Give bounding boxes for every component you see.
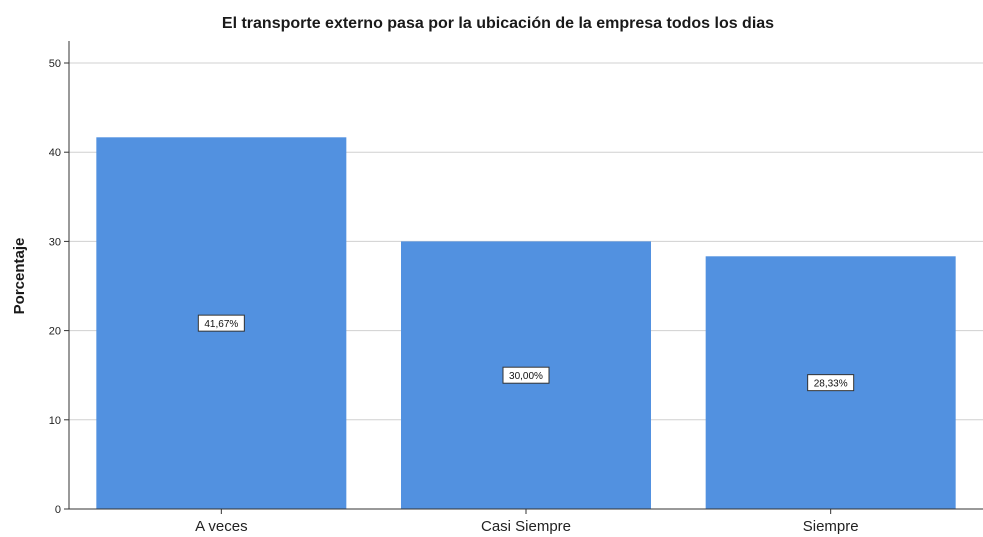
data-label-box — [807, 374, 855, 392]
y-tick-label: 40 — [49, 147, 61, 159]
data-label: 41,67% — [204, 319, 238, 330]
y-tick-label: 10 — [49, 415, 61, 427]
y-axis-label: Porcentaje — [11, 238, 28, 315]
y-tick-label: 50 — [49, 58, 61, 70]
data-label-box — [197, 314, 245, 332]
x-tick-label: Siempre — [803, 518, 859, 535]
x-tick-label: A veces — [195, 518, 248, 535]
y-tick-label: 30 — [49, 236, 61, 248]
y-tick-label: 20 — [49, 326, 61, 338]
x-tick-label: Casi Siempre — [481, 518, 571, 535]
y-tick-label: 0 — [55, 504, 61, 516]
data-label: 30,00% — [509, 371, 543, 382]
x-axis-ticks: A veces Casi Siempre Siempre — [195, 509, 859, 535]
data-label: 28,33% — [814, 379, 848, 390]
chart-title: El transporte externo pasa por la ubicac… — [222, 15, 774, 32]
data-labels: 41,67% 30,00% 28,33% — [197, 314, 855, 392]
y-axis-ticks: 0 10 20 30 40 50 — [49, 58, 69, 516]
data-label-box — [502, 366, 550, 384]
